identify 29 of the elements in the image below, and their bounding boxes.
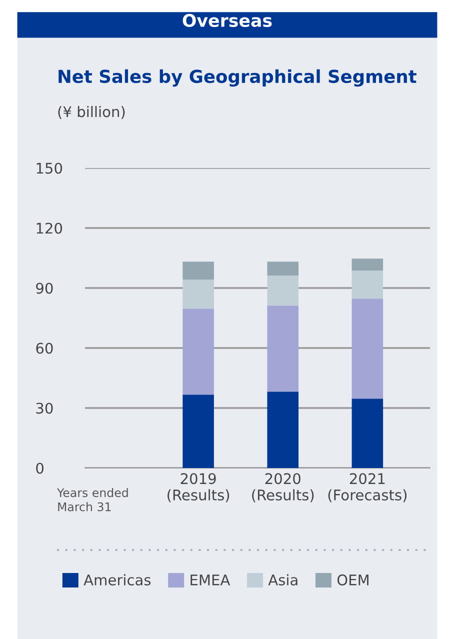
- legend-label: EMEA: [190, 574, 230, 586]
- chart-title: Net Sales by Geographical Segment: [58, 69, 416, 87]
- y-tick-label: 0: [36, 462, 44, 474]
- chart-subtitle: (¥ billion): [58, 106, 125, 119]
- x-tick-label: 2020 (Results): [252, 473, 314, 502]
- bar: [182, 308, 214, 395]
- y-tick-label: 90: [36, 282, 53, 294]
- x-tick-label: 2021 (Forecasts): [328, 473, 407, 502]
- y-tick-label: 120: [36, 222, 62, 234]
- bar: [267, 262, 299, 276]
- bar: [182, 394, 214, 468]
- bar: [352, 258, 384, 271]
- bar: [267, 306, 299, 392]
- y-tick-label: 60: [36, 342, 53, 354]
- bar: [182, 280, 214, 309]
- y-tick-label: 30: [36, 402, 53, 414]
- bar: [352, 398, 384, 468]
- text: Overseas: [182, 14, 272, 28]
- text: Years ended March 31: [56, 488, 128, 512]
- bar: [267, 392, 299, 468]
- legend-label: OEM: [337, 574, 368, 586]
- bar: [352, 270, 384, 299]
- bar: [182, 262, 214, 280]
- legend-label: Asia: [268, 574, 298, 586]
- bar: [352, 298, 384, 399]
- y-tick-label: 150: [36, 162, 62, 174]
- x-tick-label: 2019 (Results): [168, 473, 230, 502]
- bar: [267, 276, 299, 306]
- legend-label: Americas: [84, 574, 151, 586]
